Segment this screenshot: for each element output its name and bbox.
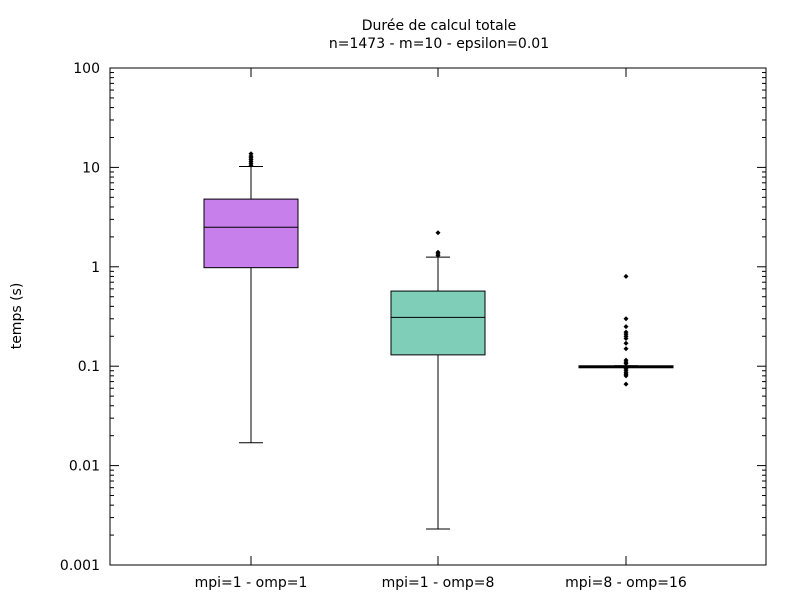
y-tick-label: 0.1 bbox=[78, 359, 100, 375]
y-tick-label: 0.01 bbox=[69, 459, 100, 475]
outlier-point bbox=[623, 329, 629, 335]
x-tick-label: mpi=8 - omp=16 bbox=[565, 575, 687, 591]
chart-subtitle: n=1473 - m=10 - epsilon=0.01 bbox=[329, 36, 549, 52]
outlier-point bbox=[623, 273, 629, 279]
plot-area: 0.001 0.01 0.1 1 10 100 mpi=1 - omp=1 mpi=1 - o… bbox=[60, 61, 766, 591]
y-axis-label: temps (s) bbox=[9, 283, 25, 350]
x-tick-label: mpi=1 - omp=8 bbox=[382, 575, 495, 591]
outlier-point bbox=[623, 340, 629, 346]
outlier-point bbox=[435, 230, 441, 236]
chart-title: Durée de calcul totale bbox=[362, 18, 516, 34]
y-tick-label: 0.001 bbox=[60, 558, 100, 574]
outlier-point bbox=[248, 151, 254, 157]
box bbox=[203, 198, 299, 269]
plot-frame bbox=[109, 67, 767, 566]
y-tick-label: 10 bbox=[82, 160, 100, 176]
outlier-point bbox=[623, 357, 629, 363]
outlier-point bbox=[435, 249, 441, 255]
outlier-point bbox=[623, 324, 629, 330]
box bbox=[390, 290, 486, 356]
x-tick-label: mpi=1 - omp=1 bbox=[195, 575, 308, 591]
outlier-point bbox=[623, 316, 629, 322]
outlier-point bbox=[623, 366, 629, 372]
y-tick-label: 1 bbox=[91, 260, 100, 276]
outlier-point bbox=[623, 346, 629, 352]
outlier-point bbox=[623, 381, 629, 387]
y-tick-label: 100 bbox=[73, 61, 100, 77]
